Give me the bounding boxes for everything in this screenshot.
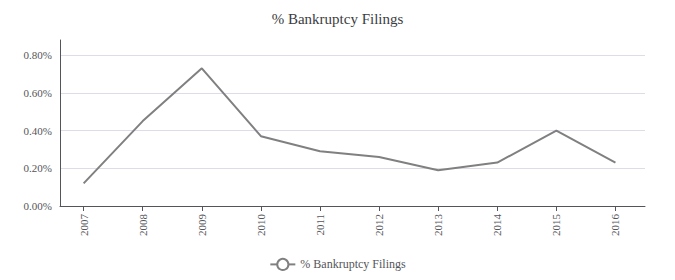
svg-text:0.20%: 0.20% (24, 162, 52, 174)
svg-text:% Bankruptcy Filings: % Bankruptcy Filings (272, 11, 404, 27)
svg-text:% Bankruptcy Filings: % Bankruptcy Filings (300, 257, 406, 271)
svg-text:2012: 2012 (373, 214, 385, 236)
svg-text:2007: 2007 (78, 214, 90, 237)
svg-text:2015: 2015 (550, 214, 562, 237)
svg-text:2014: 2014 (491, 214, 503, 237)
svg-text:2009: 2009 (196, 214, 208, 237)
svg-text:0.40%: 0.40% (24, 125, 52, 137)
svg-text:2008: 2008 (137, 214, 149, 237)
svg-text:2011: 2011 (314, 214, 326, 236)
svg-text:2013: 2013 (432, 214, 444, 237)
svg-text:2016: 2016 (609, 214, 621, 237)
svg-text:0.60%: 0.60% (24, 87, 52, 99)
svg-text:0.80%: 0.80% (24, 49, 52, 61)
svg-text:0.00%: 0.00% (24, 200, 52, 212)
svg-text:2010: 2010 (255, 214, 267, 237)
